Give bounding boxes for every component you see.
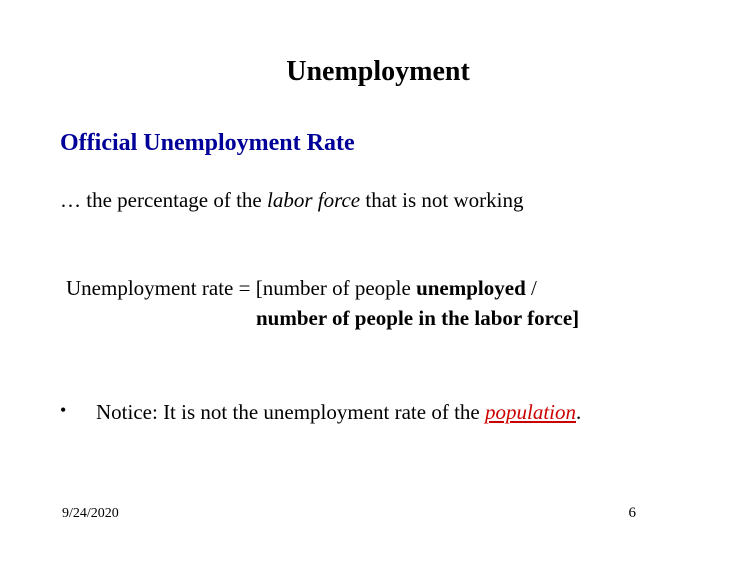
definition-line: … the percentage of the labor force that… <box>60 188 523 213</box>
formula-line-1-suffix: / <box>526 276 537 300</box>
bullet-emphasis: population <box>485 400 576 424</box>
footer-date: 9/24/2020 <box>62 506 119 522</box>
bullet-marker: • <box>60 400 96 421</box>
footer-page-number: 6 <box>629 505 637 522</box>
section-heading: Official Unemployment Rate <box>60 130 355 157</box>
definition-suffix: that is not working <box>360 188 523 212</box>
formula-line-2: number of people in the labor force] <box>256 306 579 331</box>
bullet-lead: Notice: <box>96 400 158 424</box>
bullet-mid: It is not the unemployment rate of the <box>158 400 485 424</box>
formula-line-1: Unemployment rate = [number of people un… <box>66 276 537 301</box>
slide: Unemployment Official Unemployment Rate … <box>0 0 756 576</box>
definition-italic: labor force <box>267 188 360 212</box>
formula-line-1-prefix: Unemployment rate = [number of people <box>66 276 416 300</box>
formula-line-1-bold: unemployed <box>416 276 526 300</box>
bullet-tail: . <box>576 400 581 424</box>
bullet-text: Notice: It is not the unemployment rate … <box>96 400 581 424</box>
definition-prefix: … the percentage of the <box>60 188 267 212</box>
notice-bullet: •Notice: It is not the unemployment rate… <box>60 400 680 425</box>
page-title: Unemployment <box>0 56 756 88</box>
